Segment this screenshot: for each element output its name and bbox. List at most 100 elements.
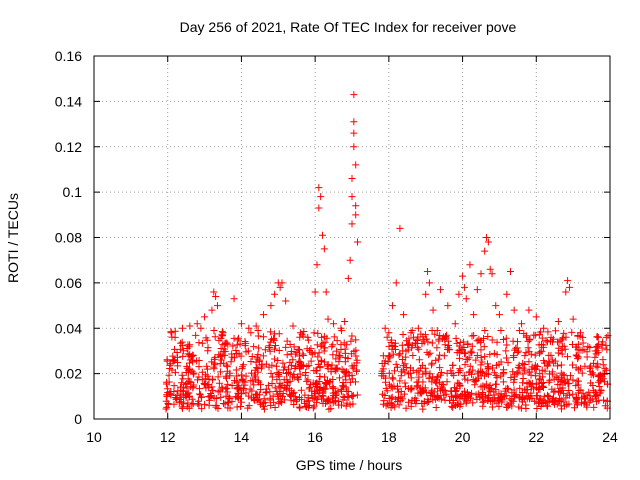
data-point — [242, 372, 250, 380]
data-point — [456, 403, 464, 411]
data-point — [212, 402, 220, 410]
data-point — [554, 317, 562, 325]
data-point — [419, 405, 427, 413]
data-point — [350, 118, 358, 126]
data-point — [595, 372, 603, 380]
data-point — [430, 388, 438, 396]
data-point — [239, 361, 247, 369]
data-point — [545, 358, 553, 366]
data-point — [410, 397, 418, 405]
data-point — [245, 392, 253, 400]
data-point — [271, 403, 279, 411]
data-point — [276, 397, 284, 405]
data-point — [195, 339, 203, 347]
data-point — [456, 365, 464, 373]
data-point — [405, 398, 413, 406]
data-point — [304, 333, 312, 341]
data-point — [452, 334, 460, 342]
data-point — [382, 374, 390, 382]
data-point — [520, 329, 528, 337]
data-point — [513, 338, 521, 346]
data-point — [515, 347, 523, 355]
data-point — [576, 346, 584, 354]
data-point — [481, 392, 489, 400]
data-point — [193, 357, 201, 365]
data-point — [442, 390, 450, 398]
data-point — [237, 398, 245, 406]
data-point — [388, 374, 396, 382]
data-point — [384, 358, 392, 366]
data-point — [519, 379, 527, 387]
data-point — [329, 375, 337, 383]
data-point — [414, 324, 422, 332]
data-point — [305, 397, 313, 405]
data-point — [467, 349, 475, 357]
data-point — [291, 364, 299, 372]
data-point — [422, 290, 430, 298]
data-point — [455, 290, 463, 298]
data-point — [237, 402, 245, 410]
data-point — [291, 350, 299, 358]
data-point — [518, 388, 526, 396]
data-point — [543, 338, 551, 346]
data-point — [223, 361, 231, 369]
data-point — [490, 391, 498, 399]
data-point — [274, 356, 282, 364]
data-point — [461, 387, 469, 395]
data-point — [281, 396, 289, 404]
data-point — [213, 302, 221, 310]
data-point — [190, 369, 198, 377]
data-point — [443, 369, 451, 377]
data-point — [569, 390, 577, 398]
data-point — [280, 384, 288, 392]
data-point — [381, 360, 389, 368]
data-point — [506, 268, 514, 276]
data-point — [503, 354, 511, 362]
data-point — [391, 339, 399, 347]
data-point — [448, 387, 456, 395]
data-point — [559, 334, 567, 342]
data-point — [176, 396, 184, 404]
data-point — [522, 349, 530, 357]
data-point — [162, 397, 170, 405]
y-tick-label: 0.12 — [55, 139, 82, 155]
data-point — [266, 394, 274, 402]
data-point — [433, 344, 441, 352]
data-points — [162, 91, 612, 413]
data-point — [185, 352, 193, 360]
data-point — [250, 371, 258, 379]
data-point — [419, 378, 427, 386]
data-point — [481, 327, 489, 335]
data-point — [415, 345, 423, 353]
data-point — [602, 333, 610, 341]
data-point — [485, 392, 493, 400]
data-point — [235, 334, 243, 342]
data-point — [518, 398, 526, 406]
data-point — [544, 328, 552, 336]
data-point — [210, 327, 218, 335]
x-tick-label: 24 — [602, 429, 618, 445]
data-point — [234, 382, 242, 390]
data-point — [521, 360, 529, 368]
data-point — [337, 346, 345, 354]
data-point — [166, 360, 174, 368]
data-point — [497, 372, 505, 380]
data-point — [522, 386, 530, 394]
data-point — [463, 396, 471, 404]
data-point — [397, 393, 405, 401]
data-point — [553, 400, 561, 408]
data-point — [353, 366, 361, 374]
data-point — [167, 329, 175, 337]
data-point — [323, 362, 331, 370]
data-point — [484, 333, 492, 341]
data-point — [479, 398, 487, 406]
data-point — [558, 350, 566, 358]
data-point — [302, 369, 310, 377]
data-point — [224, 399, 232, 407]
x-tick-label: 12 — [160, 429, 176, 445]
data-point — [560, 378, 568, 386]
data-point — [594, 363, 602, 371]
data-point — [569, 315, 577, 323]
x-tick-label: 22 — [528, 429, 544, 445]
data-point — [559, 371, 567, 379]
